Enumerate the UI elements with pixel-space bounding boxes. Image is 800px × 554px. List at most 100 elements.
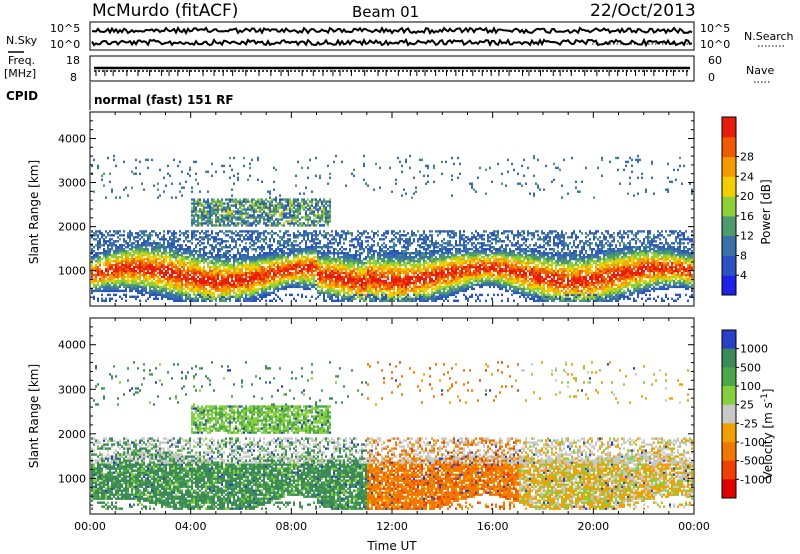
data-cell [137,252,139,255]
data-cell [177,261,179,265]
data-cell [211,208,213,211]
data-cell [305,252,307,255]
data-cell [211,271,213,275]
data-cell [323,279,325,283]
data-cell [137,267,139,271]
data-cell [347,265,349,269]
data-cell [341,287,343,291]
data-cell [309,200,311,203]
data-cell [239,289,241,293]
data-cell [403,269,405,273]
data-cell [131,259,133,263]
data-cell [355,293,357,297]
data-cell [263,252,265,255]
data-cell [185,293,187,297]
data-cell [271,214,273,217]
data-cell [241,212,243,215]
data-cell [213,261,215,265]
data-cell [255,242,257,245]
data-cell [199,224,201,227]
data-cell [391,295,393,298]
data-cell [199,250,201,253]
data-cell [273,283,275,287]
data-cell [107,261,109,265]
data-cell [329,261,331,265]
data-cell [261,256,263,259]
data-cell [251,265,253,269]
data-cell [327,287,329,291]
data-cell [323,210,325,213]
data-cell [151,234,153,237]
data-cell [191,252,193,255]
data-cell [157,188,159,191]
data-cell [123,267,125,271]
data-cell [305,210,307,213]
data-cell [129,240,131,243]
data-cell [299,257,301,261]
data-cell [165,256,167,259]
data-cell [213,224,215,227]
data-cell [259,208,261,211]
data-cell [185,289,187,293]
data-cell [131,289,133,293]
data-cell [299,192,301,195]
data-cell [251,259,253,263]
data-cell [151,230,153,233]
data-cell [327,273,329,277]
data-cell [289,214,291,217]
data-cell [325,210,327,213]
data-cell [137,265,139,269]
data-cell [235,291,237,295]
data-cell [143,240,145,243]
data-cell [285,267,287,271]
data-cell [249,166,251,170]
data-cell [143,267,145,271]
data-cell [231,204,233,207]
data-cell [377,285,379,289]
data-cell [179,297,181,300]
data-cell [123,257,125,261]
data-cell [117,248,119,251]
data-cell [211,256,213,259]
data-cell [383,259,385,263]
data-cell [197,238,199,241]
data-cell [179,283,181,287]
data-cell [109,261,111,265]
data-cell [399,289,401,293]
data-cell [341,256,343,259]
data-cell [325,212,327,215]
data-cell [281,277,283,281]
data-cell [329,208,331,211]
data-cell [309,265,311,269]
data-cell [193,277,195,281]
data-cell [109,293,111,297]
data-cell [241,216,243,219]
data-cell [99,279,101,283]
data-cell [169,248,171,251]
data-cell [313,259,315,263]
data-cell [193,279,195,283]
data-cell [399,291,401,295]
data-cell [151,261,153,265]
data-cell [257,204,259,207]
data-cell [129,267,131,271]
data-cell [151,279,153,283]
data-cell [295,234,297,237]
data-cell [315,248,317,251]
data-cell [261,293,263,297]
data-cell [311,202,313,205]
data-cell [191,186,193,189]
data-cell [393,259,395,263]
data-cell [329,176,331,179]
data-cell [309,158,311,162]
data-cell [149,238,151,241]
data-cell [167,256,169,259]
data-cell [215,214,217,217]
data-cell [249,289,251,293]
data-cell [161,238,163,241]
data-cell [121,271,123,275]
data-cell [331,299,333,302]
data-cell [149,273,151,277]
data-cell [249,214,251,217]
data-cell [221,273,223,277]
